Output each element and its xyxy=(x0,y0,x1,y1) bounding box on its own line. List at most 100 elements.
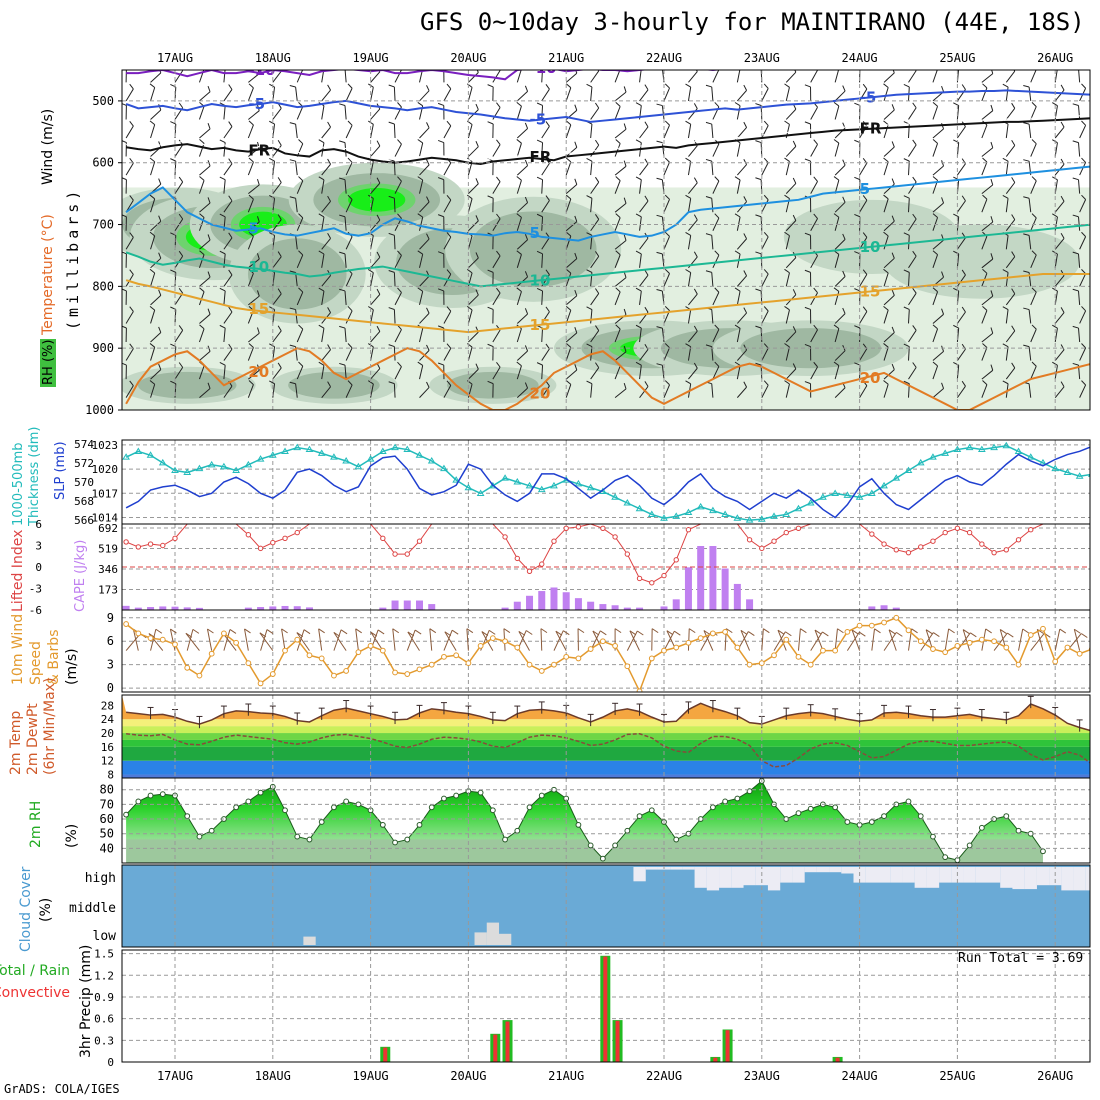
thickness-marker xyxy=(782,510,791,517)
wind-barb xyxy=(296,632,310,651)
barb xyxy=(321,201,331,213)
barb-flag xyxy=(1023,270,1030,273)
barb xyxy=(174,367,184,380)
wind-barb xyxy=(333,629,342,651)
barb-flag xyxy=(714,361,720,367)
barb-flag xyxy=(961,84,966,90)
barb-flag xyxy=(524,196,529,203)
barb-flag xyxy=(941,382,945,389)
barb-flag xyxy=(644,381,649,387)
temp-band xyxy=(122,746,1090,761)
barb-flag xyxy=(804,381,811,385)
barb-flag xyxy=(644,306,649,313)
barb-flag xyxy=(129,380,134,386)
barb xyxy=(295,383,298,398)
barb-flag xyxy=(734,361,741,366)
barb xyxy=(247,347,254,361)
barb-flag xyxy=(426,85,430,91)
barb-flag xyxy=(1031,324,1037,330)
barb-flag xyxy=(298,213,304,219)
barb xyxy=(345,310,353,324)
precip-frame xyxy=(121,949,1091,1063)
wind-barb-flag xyxy=(1080,633,1088,638)
barb-flag xyxy=(705,233,712,236)
barb-flag xyxy=(158,326,162,333)
barb xyxy=(590,107,600,120)
wind-barb-flag xyxy=(444,631,452,637)
barb xyxy=(565,72,578,83)
barb xyxy=(785,87,790,102)
rh-marker xyxy=(673,836,680,843)
barb xyxy=(711,346,714,361)
wind-speed-marker xyxy=(563,653,570,660)
barb xyxy=(834,313,846,324)
barb-flag xyxy=(1031,361,1037,367)
barb-flag xyxy=(228,306,233,313)
barb xyxy=(1077,328,1081,343)
barb xyxy=(956,216,960,231)
barb xyxy=(687,87,692,101)
barb-flag xyxy=(417,139,423,144)
li-marker xyxy=(575,524,582,530)
barb xyxy=(639,216,642,231)
barb-flag xyxy=(487,84,494,88)
barb-flag xyxy=(149,380,156,385)
barb-flag xyxy=(982,343,988,348)
barb xyxy=(639,349,649,361)
barb xyxy=(199,91,211,102)
barb-flag xyxy=(763,83,769,89)
barb-flag xyxy=(982,305,988,311)
barb xyxy=(296,254,304,269)
barb-flag xyxy=(446,232,452,238)
barb-flag xyxy=(277,325,282,332)
wind-barb-flag xyxy=(1074,628,1081,634)
barb-flag xyxy=(903,232,910,236)
wind-barb-flag xyxy=(888,629,896,635)
barb xyxy=(150,124,156,139)
temp-tick: 8 xyxy=(107,769,114,782)
barb-flag xyxy=(763,269,769,275)
rh-area xyxy=(126,780,1043,863)
barb xyxy=(981,221,994,232)
barb-flag xyxy=(368,380,374,385)
barb-flag xyxy=(635,102,642,107)
barb-flag xyxy=(248,268,254,274)
run-total: Run Total = 3.69 xyxy=(958,951,1084,966)
barb xyxy=(492,366,501,380)
rh-marker xyxy=(245,798,252,805)
precip-tick: 0.9 xyxy=(94,991,114,1004)
barb-flag xyxy=(912,213,917,220)
li-marker xyxy=(147,541,154,547)
barb-flag xyxy=(1072,103,1079,106)
barb xyxy=(565,347,572,361)
barb xyxy=(1030,254,1037,269)
barb-flag xyxy=(536,102,543,106)
cloud-high-cell xyxy=(743,867,756,886)
li-marker xyxy=(979,541,985,547)
barb-flag xyxy=(397,287,402,293)
barb-flag xyxy=(219,139,226,144)
barb-flag xyxy=(437,325,444,329)
thickness-marker xyxy=(977,445,986,453)
barb-flag xyxy=(256,253,260,260)
barb-flag xyxy=(536,139,543,144)
barb-flag xyxy=(277,362,282,369)
barb xyxy=(736,349,747,361)
barb xyxy=(272,161,276,176)
barb xyxy=(883,146,895,157)
barb xyxy=(663,124,670,139)
barb-flag xyxy=(714,250,720,256)
rh-marker xyxy=(575,821,582,828)
barb-flag xyxy=(594,214,600,220)
barb-flag xyxy=(536,213,543,218)
barb xyxy=(810,218,818,231)
precip-conv-bar xyxy=(725,1030,730,1062)
barb xyxy=(565,384,572,398)
barb xyxy=(1078,70,1081,83)
barb xyxy=(272,70,282,83)
barb xyxy=(492,181,501,194)
barb-flag xyxy=(1023,233,1030,236)
barb-flag xyxy=(1060,344,1065,350)
barb xyxy=(859,162,868,176)
barb xyxy=(541,163,550,176)
